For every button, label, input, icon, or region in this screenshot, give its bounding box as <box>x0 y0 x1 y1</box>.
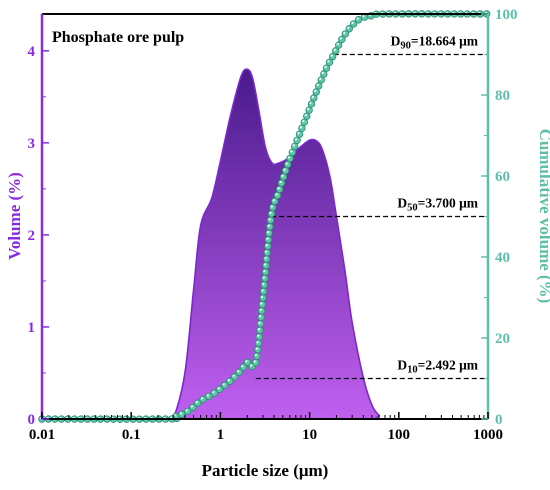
y-right-tick-label: 100 <box>495 7 518 23</box>
x-tick-label: 1 <box>217 427 225 443</box>
cumulative-marker <box>265 229 273 237</box>
y-axis-right-label: Cumulative volume (%) <box>536 129 550 304</box>
cumulative-marker <box>253 352 261 360</box>
cumulative-marker <box>277 179 286 187</box>
cumulative-marker <box>262 255 271 263</box>
x-tick-label: 10 <box>302 427 317 443</box>
cumulative-marker <box>259 287 268 296</box>
cumulative-marker <box>310 94 318 102</box>
cumulative-marker <box>261 274 269 283</box>
cumulative-marker <box>281 166 290 175</box>
volume-curve <box>41 68 489 422</box>
x-axis-label: Particle size (μm) <box>202 461 329 480</box>
cumulative-marker <box>307 100 316 108</box>
cumulative-marker <box>273 191 282 200</box>
cumulative-marker <box>260 281 268 289</box>
cumulative-marker <box>257 307 266 315</box>
y-right-tick-label: 60 <box>495 169 510 185</box>
chart-title: Phosphate ore pulp <box>52 29 184 46</box>
cumulative-marker <box>252 358 260 367</box>
cumulative-marker <box>269 203 277 212</box>
y-left-tick-label: 0 <box>28 412 36 428</box>
cumulative-marker <box>295 130 304 138</box>
x-tick-label: 100 <box>388 427 411 443</box>
cumulative-marker <box>312 88 320 96</box>
cumulative-marker <box>254 345 262 354</box>
cumulative-marker <box>267 210 276 218</box>
cumulative-marker <box>279 173 288 181</box>
cumulative-marker <box>259 294 267 302</box>
y-right-tick-label: 40 <box>495 250 510 266</box>
y-right-tick-label: 0 <box>495 412 503 428</box>
y-axis-left-label: Volume (%) <box>5 172 24 260</box>
cumulative-marker <box>256 320 265 328</box>
y-left-tick-label: 1 <box>28 320 36 336</box>
cumulative-marker <box>266 216 275 224</box>
y-left-tick-label: 2 <box>28 228 36 244</box>
cumulative-marker <box>291 142 299 151</box>
d90-label: D90=18.664 μm <box>391 34 479 52</box>
d50-label: D50=3.700 μm <box>397 196 478 214</box>
cumulative-marker <box>298 124 306 132</box>
y-left-tick-label: 3 <box>28 136 36 152</box>
cumulative-marker <box>258 300 266 309</box>
y-right-tick-label: 80 <box>495 88 510 104</box>
x-tick-label: 0.1 <box>122 427 141 443</box>
cumulative-marker <box>286 154 294 163</box>
cumulative-marker <box>255 332 263 341</box>
x-tick-label: 0.01 <box>29 427 55 443</box>
cumulative-marker <box>275 185 284 193</box>
y-left-tick-label: 4 <box>28 44 36 60</box>
cumulative-marker <box>305 106 313 114</box>
y-right-tick-label: 20 <box>495 331 510 347</box>
d10-label: D10=2.492 μm <box>397 358 478 376</box>
cumulative-marker <box>264 242 272 250</box>
cumulative-marker <box>266 222 274 231</box>
cumulative-marker <box>288 148 297 157</box>
cumulative-marker <box>263 248 271 257</box>
cumulative-marker <box>300 118 309 126</box>
cumulative-marker <box>256 326 264 334</box>
cumulative-marker <box>257 313 265 321</box>
cumulative-marker <box>264 235 273 244</box>
x-tick-label: 1000 <box>473 427 503 443</box>
cumulative-marker <box>283 160 292 169</box>
cumulative-marker <box>261 268 270 276</box>
cumulative-marker <box>254 339 263 347</box>
cumulative-marker <box>293 136 301 144</box>
cumulative-marker <box>303 112 311 120</box>
cumulative-marker <box>262 261 270 270</box>
